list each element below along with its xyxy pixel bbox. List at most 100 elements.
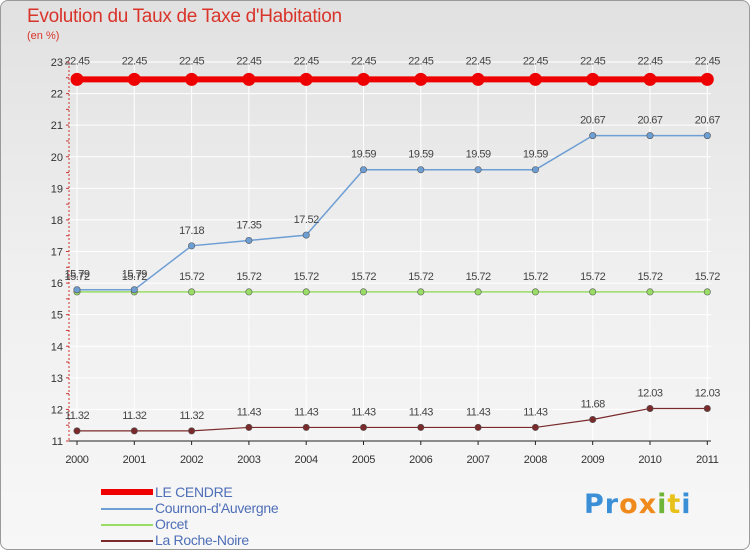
y-tick-label: 23 xyxy=(51,57,63,69)
y-tick-label: 22 xyxy=(51,89,63,101)
data-label: 22.45 xyxy=(236,55,261,67)
data-label: 20.67 xyxy=(695,115,720,127)
data-label: 15.72 xyxy=(580,271,605,283)
logo-letter: i xyxy=(657,489,668,520)
y-tick-label: 15 xyxy=(51,310,63,322)
data-label: 12.03 xyxy=(637,387,662,399)
data-label: 22.45 xyxy=(122,55,147,67)
x-tick-label: 2004 xyxy=(295,454,318,466)
logo-letter: x xyxy=(638,489,658,520)
legend-swatch-cournon xyxy=(101,508,153,510)
data-point xyxy=(245,236,253,244)
data-label: 15.72 xyxy=(523,271,548,283)
data-label: 20.67 xyxy=(637,115,662,127)
proxiti-logo: Proxiti xyxy=(584,489,692,520)
data-point xyxy=(586,72,600,86)
data-point xyxy=(359,423,367,431)
data-label: 15.72 xyxy=(408,271,433,283)
data-label: 11.32 xyxy=(179,410,204,422)
series-line xyxy=(77,407,708,432)
data-label: 11.32 xyxy=(65,410,90,422)
data-label: 11.68 xyxy=(581,399,606,411)
data-point xyxy=(302,231,310,239)
y-tick-label: 21 xyxy=(51,120,63,132)
data-label: 12.03 xyxy=(695,387,720,399)
data-point xyxy=(471,72,485,86)
data-label: 17.35 xyxy=(236,219,261,231)
data-label: 15.72 xyxy=(351,271,376,283)
data-label: 11.43 xyxy=(409,406,434,418)
data-point xyxy=(242,72,256,86)
legend-swatch-orcet xyxy=(101,524,153,526)
x-tick-label: 2007 xyxy=(466,454,489,466)
data-point xyxy=(245,288,253,296)
data-label: 15.72 xyxy=(637,271,662,283)
chart-title: Evolution du Taux de Taxe d'Habitation xyxy=(27,6,342,27)
data-point xyxy=(414,72,428,86)
data-label: 22.45 xyxy=(466,55,491,67)
data-label: 22.45 xyxy=(580,55,605,67)
data-label: 19.59 xyxy=(466,149,491,161)
y-tick-label: 13 xyxy=(51,373,63,385)
data-label: 19.59 xyxy=(351,149,376,161)
data-point xyxy=(130,427,138,435)
data-label: 15.79 xyxy=(64,269,89,281)
data-point xyxy=(302,423,310,431)
data-label: 22.45 xyxy=(351,55,376,67)
data-point xyxy=(357,72,370,86)
data-point xyxy=(643,72,657,86)
data-point xyxy=(299,72,313,86)
x-tick-label: 2009 xyxy=(581,454,604,466)
data-point xyxy=(127,72,141,86)
data-point xyxy=(589,416,597,424)
y-tick-label: 12 xyxy=(51,404,63,416)
data-point xyxy=(70,72,84,86)
data-label: 11.43 xyxy=(237,406,262,418)
logo-letter: P xyxy=(584,489,605,520)
data-label: 22.45 xyxy=(523,55,548,67)
x-tick-label: 2002 xyxy=(180,454,203,466)
logo-letter: o xyxy=(619,489,639,520)
data-point xyxy=(531,166,539,174)
x-tick-label: 2008 xyxy=(524,454,547,466)
data-point xyxy=(528,72,542,86)
data-point xyxy=(474,288,482,296)
series-line xyxy=(77,134,708,291)
data-label: 22.45 xyxy=(408,55,433,67)
data-label: 19.59 xyxy=(408,149,433,161)
y-tick-label: 16 xyxy=(51,278,63,290)
legend-label-la-roche-noire: La Roche-Noire xyxy=(155,532,249,548)
data-point xyxy=(359,166,367,174)
x-tick-label: 2000 xyxy=(65,454,88,466)
data-point xyxy=(130,286,138,294)
data-label: 19.59 xyxy=(523,149,548,161)
data-label: 22.45 xyxy=(179,55,204,67)
legend-label-cournon: Cournon-d'Auvergne xyxy=(155,500,279,516)
data-point xyxy=(646,132,654,140)
data-label: 22.45 xyxy=(637,55,662,67)
legend-swatch-le-cendre xyxy=(101,489,153,495)
x-tick-label: 2003 xyxy=(237,454,260,466)
y-tick-label: 18 xyxy=(51,215,63,227)
x-tick-label: 2005 xyxy=(352,454,375,466)
legend-label-le-cendre: LE CENDRE xyxy=(155,484,233,500)
logo-letter: t xyxy=(667,489,682,520)
data-label: 15.72 xyxy=(466,271,491,283)
data-label: 11.32 xyxy=(122,410,147,422)
data-label: 15.72 xyxy=(236,271,261,283)
data-label: 15.72 xyxy=(122,271,147,283)
legend-label-orcet: Orcet xyxy=(155,516,188,532)
data-point xyxy=(188,427,196,435)
data-point xyxy=(185,72,199,86)
data-label: 15.72 xyxy=(695,271,720,283)
data-point xyxy=(474,166,482,174)
data-label: 15.72 xyxy=(294,271,319,283)
data-label: 11.43 xyxy=(466,406,491,418)
data-label: 17.18 xyxy=(179,225,204,237)
data-point xyxy=(646,288,654,296)
data-point xyxy=(188,288,196,296)
data-label: 11.43 xyxy=(523,406,548,418)
data-point xyxy=(700,72,714,86)
y-tick-label: 11 xyxy=(52,436,63,448)
